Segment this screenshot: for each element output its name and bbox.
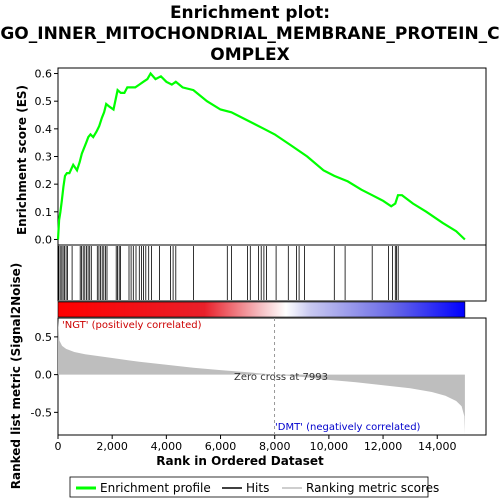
es-y-axis: 0.0 0.1 0.2 0.3 0.4 0.5 0.6 [35,68,58,246]
legend-box [69,476,429,498]
es-line [56,71,466,241]
es-y-tick-label: 0.0 [35,233,53,246]
metric-area-group [58,320,465,434]
metric-area [58,320,465,434]
es-y-tick-label: 0.4 [35,123,53,136]
x-tick-label: 6,000 [205,440,237,453]
x-tick-label: 8,000 [259,440,291,453]
es-y-tick-label: 0.5 [35,95,53,108]
es-y-tick-label: 0.2 [35,178,53,191]
x-tick-label: 0 [55,440,62,453]
x-tick-label: 10,000 [310,440,349,453]
title-line-1: Enrichment plot: [170,3,330,23]
x-tick-label: 14,000 [418,440,457,453]
legend-label-hits: Hits [246,481,269,495]
metric-y-tick-label: -0.5 [31,406,52,419]
negative-correlation-label: 'DMT' (negatively correlated) [275,422,421,433]
metric-y-axis-label: Ranked list metric (Signal2Noise) [9,263,23,490]
positive-correlation-label: 'NGT' (positively correlated) [62,320,202,331]
es-y-tick-label: 0.6 [35,68,53,81]
x-tick-label: 12,000 [364,440,403,453]
metric-axes: -0.5 0.0 0.5 0 2,000 4,000 6,000 8,000 10,000 12,… [31,331,457,453]
hits-panel-frame [57,244,487,302]
metric-y-tick-label: 0.5 [35,331,53,344]
title-line-2: GO_INNER_MITOCHONDRIAL_MEMBRANE_PROTEIN_… [0,24,499,44]
es-y-tick-label: 0.1 [35,206,53,219]
es-y-axis-label: Enrichment score (ES) [15,85,29,235]
es-panel-frame [57,67,487,246]
title-line-3: OMPLEX [210,45,289,65]
x-axis-label: Rank in Ordered Dataset [156,454,324,468]
es-y-tick-label: 0.3 [35,151,53,164]
x-tick-label: 2,000 [96,440,128,453]
x-tick-label: 4,000 [151,440,183,453]
metric-y-tick-label: 0.0 [35,369,53,382]
legend-label-ranking-metric: Ranking metric scores [306,481,439,495]
ranked-list-color-bar [57,301,466,318]
legend-label-enrichment-profile: Enrichment profile [100,481,211,495]
metric-panel-frame [57,317,487,436]
zero-cross-label: Zero cross at 7993 [234,372,328,383]
hits-group [58,246,399,300]
es-series-group [56,71,466,241]
